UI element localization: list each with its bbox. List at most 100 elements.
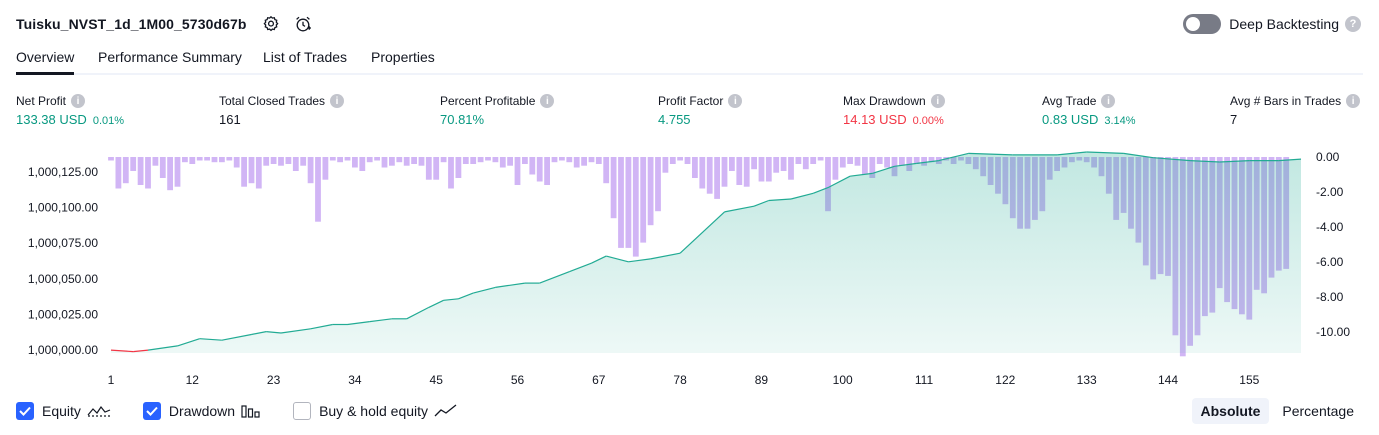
drawdown-bar (595, 157, 602, 164)
drawdown-bar (536, 157, 543, 182)
equity-checkbox[interactable] (16, 402, 34, 420)
drawdown-bar (854, 157, 861, 166)
drawdown-bar (411, 157, 417, 164)
equity-line-segment (495, 282, 525, 288)
tab-performance-summary[interactable]: Performance Summary (98, 49, 242, 65)
drawdown-bar (507, 157, 513, 166)
equity-area (111, 152, 1301, 353)
drawdown-bar (899, 157, 905, 166)
drawdown-bar (130, 157, 137, 171)
drawdown-bar (839, 157, 846, 168)
drawdown-bar (758, 157, 765, 182)
drawdown-bar (470, 157, 477, 164)
drawdown-bar (581, 157, 587, 166)
info-icon[interactable]: i (930, 94, 945, 108)
metric-net-profit: Net Profit i 133.38 USD 0.01% (16, 92, 124, 127)
info-icon[interactable]: i (1101, 94, 1116, 108)
legend-label: Drawdown (168, 403, 236, 419)
metric-label: Max Drawdown (843, 94, 926, 108)
drawdown-bar (788, 157, 794, 180)
equity-line-segment (724, 205, 755, 213)
drawdown-bar (706, 157, 713, 194)
metric-value: 70.81% (440, 112, 485, 127)
equity-line-segment (938, 152, 969, 162)
percentage-button[interactable]: Percentage (1282, 403, 1354, 419)
drawdown-checkbox[interactable] (142, 402, 161, 420)
drawdown-bar (226, 157, 233, 161)
buy-hold-line-icon (434, 403, 458, 419)
legend-label: Buy & hold equity (319, 403, 429, 419)
info-icon[interactable]: i (330, 94, 345, 108)
equity-line-segment (591, 255, 607, 264)
x-tick-label: 89 (755, 373, 769, 387)
tab-list-of-trades[interactable]: List of Trades (263, 49, 348, 65)
drawdown-bar (721, 157, 728, 187)
drawdown-bar (337, 157, 343, 163)
drawdown-bar (403, 157, 410, 166)
equity-line-segment (753, 199, 770, 207)
legend-equity[interactable]: Equity (16, 402, 111, 420)
help-icon[interactable]: ? (1345, 16, 1361, 32)
equity-tick-label: 1,000,050.00 (28, 272, 98, 286)
drawdown-tick-label: -2.00 (1316, 185, 1344, 199)
equity-line-segment (968, 152, 1013, 156)
drawdown-bar (292, 157, 299, 171)
info-icon[interactable]: i (71, 94, 86, 108)
metrics-row: Net Profit i 133.38 USD 0.01% Total Closed… (16, 92, 1363, 132)
equity-line-segment (679, 211, 725, 254)
drawdown-bar (618, 157, 624, 248)
equity-line-segment (1123, 152, 1154, 159)
legend-buy-hold[interactable]: Buy & hold equity (293, 402, 458, 420)
info-icon[interactable]: i (728, 94, 743, 108)
equity-tick-label: 1,000,025.00 (28, 308, 98, 322)
drawdown-bar (359, 157, 366, 171)
info-icon[interactable]: i (1346, 94, 1361, 108)
drawdown-bar (499, 157, 506, 168)
drawdown-bar (418, 157, 425, 166)
metric-sub-value: 0.01% (92, 115, 125, 127)
info-icon[interactable]: i (540, 94, 555, 108)
drawdown-bar (455, 157, 462, 178)
absolute-button[interactable]: Absolute (1191, 398, 1270, 424)
buy-hold-checkbox[interactable] (293, 402, 312, 420)
legend-drawdown[interactable]: Drawdown (142, 402, 261, 420)
drawdown-tick-label: -4.00 (1316, 220, 1344, 234)
x-tick-label: 45 (430, 373, 444, 387)
alert-clock-icon[interactable] (293, 14, 313, 34)
equity-line-segment (850, 172, 873, 177)
drawdown-bar (152, 157, 159, 166)
metric-value: 161 (219, 112, 241, 127)
equity-line-segment (812, 187, 829, 194)
equity-line-segment (606, 255, 629, 263)
metric-sub-value: 0.00% (912, 115, 944, 127)
drawdown-bar (219, 157, 225, 163)
drawdown-bar (743, 157, 750, 187)
equity-line-segment (1086, 151, 1124, 154)
drawdown-bar (211, 157, 218, 163)
drawdown-bar (802, 157, 809, 170)
drawdown-bar (189, 157, 196, 164)
drawdown-bar (522, 157, 528, 164)
drawdown-bar (832, 157, 839, 180)
drawdown-bar (884, 157, 890, 168)
tab-overview[interactable]: Overview (16, 49, 75, 75)
equity-drawdown-chart[interactable]: 1,000,000.00 1,000,025.00 1,000,050.00 1,00… (0, 140, 1379, 390)
metric-avg-bars-in-trades: Avg # Bars in Trades i 7 (1230, 92, 1361, 127)
equity-line-segment (539, 271, 570, 284)
tab-properties[interactable]: Properties (371, 49, 435, 65)
drawdown-bar (329, 157, 336, 161)
x-tick-label: 144 (1158, 373, 1178, 387)
equity-line-segment (790, 192, 814, 200)
equity-line-segment (650, 252, 681, 260)
equity-line-segment (406, 306, 430, 320)
drawdown-bar (433, 157, 440, 180)
drawdown-bar (122, 157, 129, 184)
metric-sub-value: 3.14% (1104, 115, 1136, 127)
deep-backtesting-toggle[interactable] (1183, 14, 1222, 34)
equity-line-segment (473, 286, 496, 294)
drawdown-bar (551, 157, 558, 163)
settings-icon[interactable] (261, 14, 281, 34)
x-tick-label: 78 (673, 373, 687, 387)
x-tick-label: 23 (267, 373, 281, 387)
drawdown-bar (241, 157, 247, 187)
